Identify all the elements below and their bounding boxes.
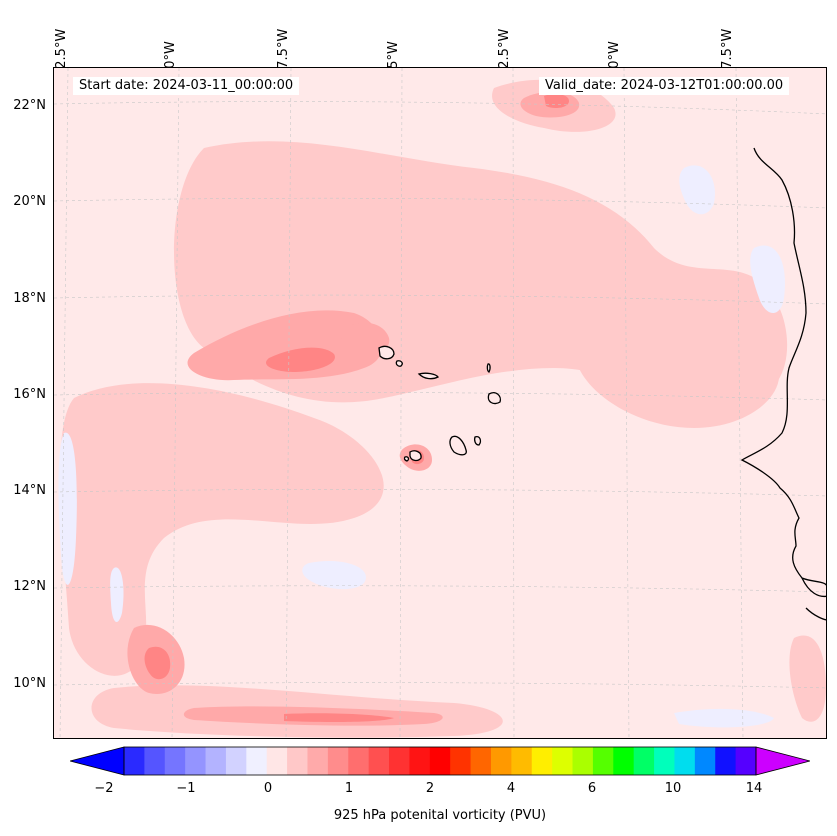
colorbar-segment — [694, 747, 716, 775]
lat-label-18n: 18°N — [13, 291, 46, 306]
colorbar-segment — [735, 747, 757, 775]
colorbar-segment — [205, 747, 227, 775]
cb-tick-10: 10 — [664, 781, 682, 796]
cb-tick-2: 2 — [425, 781, 435, 796]
colorbar-segments — [124, 747, 757, 775]
colorbar-segment — [164, 747, 186, 775]
start-date-label: Start date: 2024-03-11_00:00:00 — [73, 77, 300, 95]
lat-label-16n: 16°N — [13, 387, 46, 402]
cb-tick-0: 0 — [263, 781, 273, 796]
map-gridlines — [54, 68, 826, 738]
lat-label-12n: 12°N — [13, 579, 46, 594]
colorbar-segment — [470, 747, 492, 775]
lat-label-20n: 20°N — [13, 194, 46, 209]
island-sal — [486, 363, 491, 373]
cb-tick-6: 6 — [587, 781, 597, 796]
colorbar-segment — [368, 747, 390, 775]
colorbar-segment — [246, 747, 268, 775]
colorbar-max-arrow — [755, 746, 810, 776]
cb-tick-1: 1 — [344, 781, 354, 796]
colorbar-segment — [633, 747, 655, 775]
island-boa-vista — [487, 392, 502, 405]
colorbar-segment — [185, 747, 207, 775]
colorbar-segment — [490, 747, 512, 775]
colorbar-segment — [654, 747, 675, 775]
island-santo-antao — [378, 345, 395, 360]
cb-tick-neg1: −1 — [176, 781, 196, 796]
cb-tick-14: 14 — [745, 781, 763, 796]
colorbar-label: 925 hPa potenital vorticity (PVU) — [333, 808, 547, 823]
colorbar-segment — [613, 747, 635, 775]
colorbar-segment — [144, 747, 166, 775]
island-brava — [403, 456, 410, 462]
pv-field-map — [54, 68, 826, 738]
valid-date-label: Valid_date: 2024-03-12T01:00:00.00 — [539, 77, 790, 95]
colorbar-segment — [572, 747, 594, 775]
pv-colorbar — [70, 746, 810, 776]
colorbar-segment — [389, 747, 410, 775]
lat-label-10n: 10°N — [13, 676, 46, 691]
colorbar-min-arrow — [70, 746, 125, 776]
colorbar-segment — [450, 747, 472, 775]
cb-tick-neg2: −2 — [94, 781, 114, 796]
cb-tick-4: 4 — [506, 781, 516, 796]
island-maio — [473, 435, 482, 446]
colorbar-segment — [674, 747, 696, 775]
colorbar-segment — [307, 747, 329, 775]
island-sao-nicolau — [417, 372, 439, 380]
colorbar-segment — [124, 747, 145, 775]
colorbar-segment — [266, 747, 288, 775]
coastlines — [740, 147, 826, 621]
colorbar-segment — [715, 747, 737, 775]
map-panel — [53, 67, 827, 739]
island-santiago — [449, 435, 467, 456]
colorbar-segment — [287, 747, 308, 775]
colorbar-segment — [552, 747, 574, 775]
colorbar-segment — [348, 747, 370, 775]
island-sao-vicente — [395, 360, 403, 367]
colorbar-segment — [511, 747, 533, 775]
island-fogo — [409, 450, 422, 462]
african-coastline — [740, 147, 826, 586]
colorbar-segment — [429, 747, 451, 775]
colorbar-segment — [327, 747, 349, 775]
colorbar-segment — [409, 747, 431, 775]
colorbar-segment — [225, 747, 247, 775]
cape-verde-islands — [378, 345, 502, 462]
colorbar-segment — [531, 747, 553, 775]
lat-label-14n: 14°N — [13, 483, 46, 498]
lat-label-22n: 22°N — [13, 98, 46, 113]
colorbar-segment — [592, 747, 614, 775]
